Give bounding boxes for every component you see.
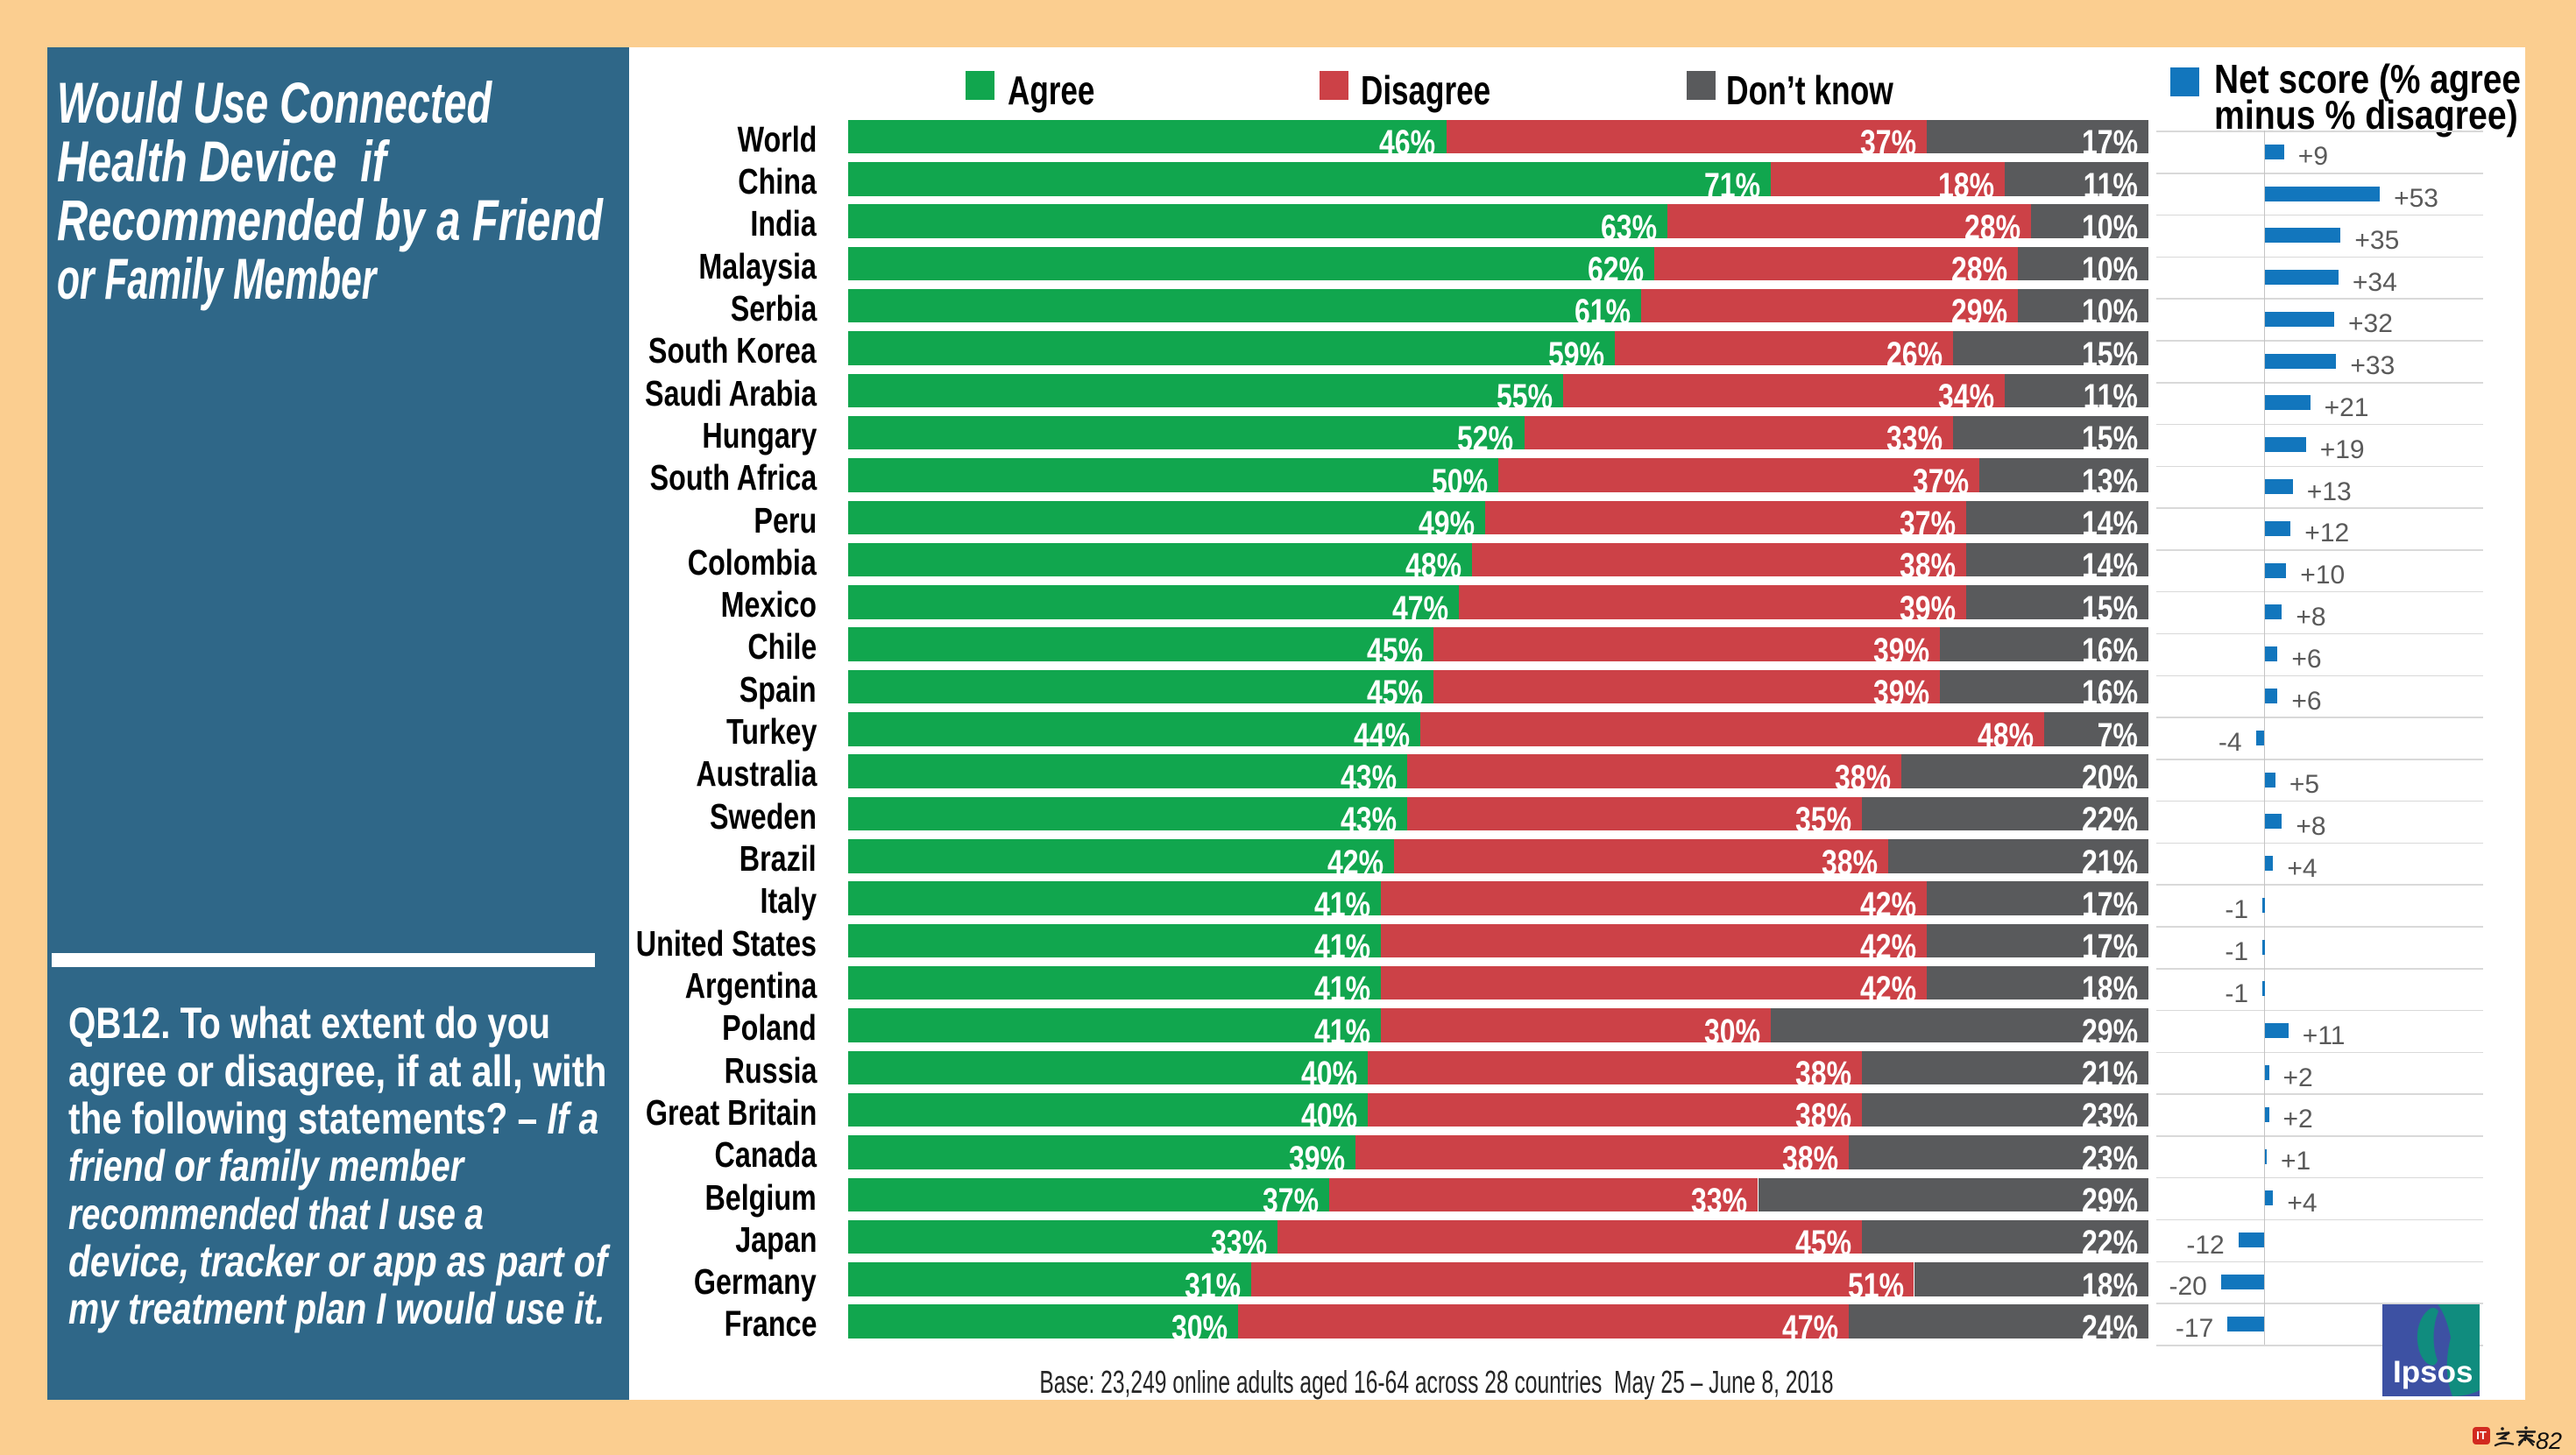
svg-text:Ipsos: Ipsos	[2393, 1355, 2473, 1389]
